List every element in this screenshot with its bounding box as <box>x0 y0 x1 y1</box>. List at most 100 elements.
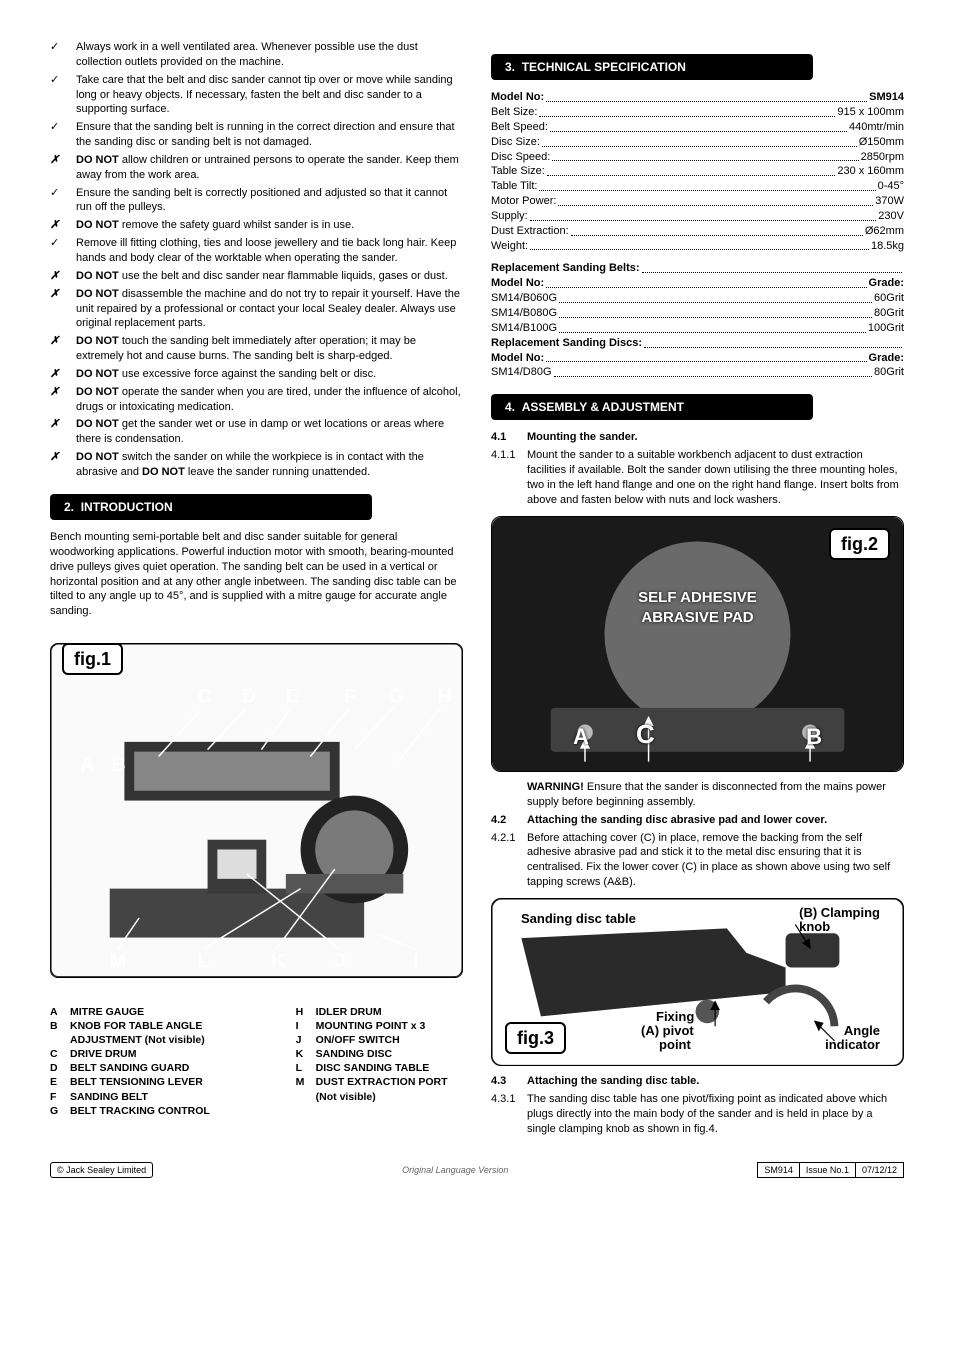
part-letter: A <box>50 1005 70 1019</box>
s4-3-1-num: 4.3.1 <box>491 1092 527 1137</box>
check-icon <box>50 73 76 118</box>
part-letter: M <box>296 1075 316 1103</box>
spec-label: Model No: <box>491 90 544 105</box>
safety-item: DO NOT remove the safety guard whilst sa… <box>50 218 463 233</box>
spec-value: 60Grit <box>874 291 904 306</box>
s4-2-num: 4.2 <box>491 814 506 826</box>
safety-text: DO NOT touch the sanding belt immediatel… <box>76 334 463 364</box>
s4-1-num: 4.1 <box>491 431 506 443</box>
warning-label: WARNING! <box>527 781 584 793</box>
spec-row: Model No:Grade: <box>491 351 904 366</box>
part-text: BELT SANDING GUARD <box>70 1061 189 1075</box>
safety-text: Always work in a well ventilated area. W… <box>76 40 463 70</box>
svg-text:M: M <box>110 950 126 972</box>
s4-3-1: 4.3.1 The sanding disc table has one piv… <box>491 1092 904 1137</box>
svg-text:I: I <box>413 950 418 972</box>
spec-value: 18.5kg <box>871 239 904 254</box>
svg-text:F: F <box>345 686 357 708</box>
fig1-label: fig.1 <box>62 643 123 675</box>
spec-label: Model No: <box>491 351 544 366</box>
check-icon <box>50 40 76 70</box>
section-3-title: TECHNICAL SPECIFICATION <box>522 60 686 74</box>
fig2-wrap: fig.2 SELF ADHESIVE ABRASIVE PAD A B C <box>491 516 904 772</box>
intro-paragraph: Bench mounting semi-portable belt and di… <box>50 530 463 619</box>
svg-text:L: L <box>198 950 210 972</box>
parts-left: AMITRE GAUGEBKNOB FOR TABLE ANGLE ADJUST… <box>50 1005 276 1118</box>
spec-value: 915 x 100mm <box>837 105 904 120</box>
safety-text: Take care that the belt and disc sander … <box>76 73 463 118</box>
page-footer: © Jack Sealey Limited Original Language … <box>50 1162 904 1178</box>
safety-text: DO NOT remove the safety guard whilst sa… <box>76 218 354 233</box>
spec-label: Dust Extraction: <box>491 224 569 239</box>
check-icon <box>50 120 76 150</box>
fig2-C: C <box>636 717 655 752</box>
svg-text:C: C <box>198 686 212 708</box>
footer-mid: Original Language Version <box>402 1164 508 1176</box>
part-text: DRIVE DRUM <box>70 1047 137 1061</box>
spec-label: Motor Power: <box>491 194 556 209</box>
spec-value: 80Grit <box>874 306 904 321</box>
spec-value: 0-45° <box>878 179 904 194</box>
safety-text: DO NOT switch the sander on while the wo… <box>76 450 463 480</box>
spec-value: SM914 <box>869 90 904 105</box>
s4-2-title: Attaching the sanding disc abrasive pad … <box>527 814 827 826</box>
section-4-head: 4. ASSEMBLY & ADJUSTMENT <box>491 394 813 420</box>
part-item: GBELT TRACKING CONTROL <box>50 1104 276 1118</box>
fig1-image: A B C D E F G H <box>50 643 463 978</box>
s4-1-title: Mounting the sander. <box>527 431 638 443</box>
s4-3-num: 4.3 <box>491 1075 506 1087</box>
safety-text: DO NOT allow children or untrained perso… <box>76 153 463 183</box>
part-text: DUST EXTRACTION PORT (Not visible) <box>316 1075 463 1103</box>
spec-label: Weight: <box>491 239 528 254</box>
spec-label: SM14/B080G <box>491 306 557 321</box>
spec-row: Weight: 18.5kg <box>491 239 904 254</box>
part-item: KSANDING DISC <box>296 1047 463 1061</box>
spec-value: Grade: <box>869 276 904 291</box>
section-2-head: 2. INTRODUCTION <box>50 494 372 520</box>
footer-left: © Jack Sealey Limited <box>50 1162 153 1178</box>
fig3-l2: (B) Clampingknob <box>799 906 880 935</box>
safety-item: Ensure that the sanding belt is running … <box>50 120 463 150</box>
part-text: DISC SANDING TABLE <box>316 1061 430 1075</box>
s4-1-1-text: Mount the sander to a suitable workbench… <box>527 448 904 507</box>
part-item: FSANDING BELT <box>50 1090 276 1104</box>
section-3-head: 3. TECHNICAL SPECIFICATION <box>491 54 813 80</box>
part-letter: K <box>296 1047 316 1061</box>
spec-row: Replacement Sanding Discs: <box>491 336 904 351</box>
s4-1-head: 4.1 Mounting the sander. <box>491 430 904 445</box>
part-text: IDLER DRUM <box>316 1005 382 1019</box>
part-letter: G <box>50 1104 70 1118</box>
spec-label: Belt Speed: <box>491 120 548 135</box>
spec-label: Model No: <box>491 276 544 291</box>
safety-text: Ensure the sanding belt is correctly pos… <box>76 186 463 216</box>
spec-row: Belt Speed:440mtr/min <box>491 120 904 135</box>
safety-text: DO NOT operate the sander when you are t… <box>76 385 463 415</box>
part-text: BELT TENSIONING LEVER <box>70 1075 203 1089</box>
safety-text: DO NOT use excessive force against the s… <box>76 367 376 382</box>
spec-row: Supply:230V <box>491 209 904 224</box>
spec-label: SM14/B100G <box>491 321 557 336</box>
spec-label: Replacement Sanding Belts: <box>491 261 640 276</box>
spec-value: 100Grit <box>868 321 904 336</box>
cross-icon <box>50 153 76 183</box>
part-item: IMOUNTING POINT x 3 <box>296 1019 463 1033</box>
section-4-num: 4. <box>505 400 515 414</box>
s4-2-1-num: 4.2.1 <box>491 831 527 890</box>
cross-icon <box>50 367 76 382</box>
safety-item: DO NOT operate the sander when you are t… <box>50 385 463 415</box>
safety-item: Always work in a well ventilated area. W… <box>50 40 463 70</box>
part-letter: F <box>50 1090 70 1104</box>
safety-item: Take care that the belt and disc sander … <box>50 73 463 118</box>
safety-item: DO NOT allow children or untrained perso… <box>50 153 463 183</box>
part-item: MDUST EXTRACTION PORT (Not visible) <box>296 1075 463 1103</box>
fig3-label: fig.3 <box>505 1022 566 1054</box>
fig3-wrap: fig.3 Sanding disc table (B) Clampingkno… <box>491 898 904 1066</box>
part-text: KNOB FOR TABLE ANGLE ADJUSTMENT (Not vis… <box>70 1019 276 1047</box>
part-item: BKNOB FOR TABLE ANGLE ADJUSTMENT (Not vi… <box>50 1019 276 1047</box>
spec-value: 2850rpm <box>861 150 904 165</box>
spec-row: SM14/D80G80Grit <box>491 365 904 380</box>
s4-2-1: 4.2.1 Before attaching cover (C) in plac… <box>491 831 904 890</box>
safety-item: Remove ill fitting clothing, ties and lo… <box>50 236 463 266</box>
part-text: BELT TRACKING CONTROL <box>70 1104 210 1118</box>
part-text: MITRE GAUGE <box>70 1005 144 1019</box>
